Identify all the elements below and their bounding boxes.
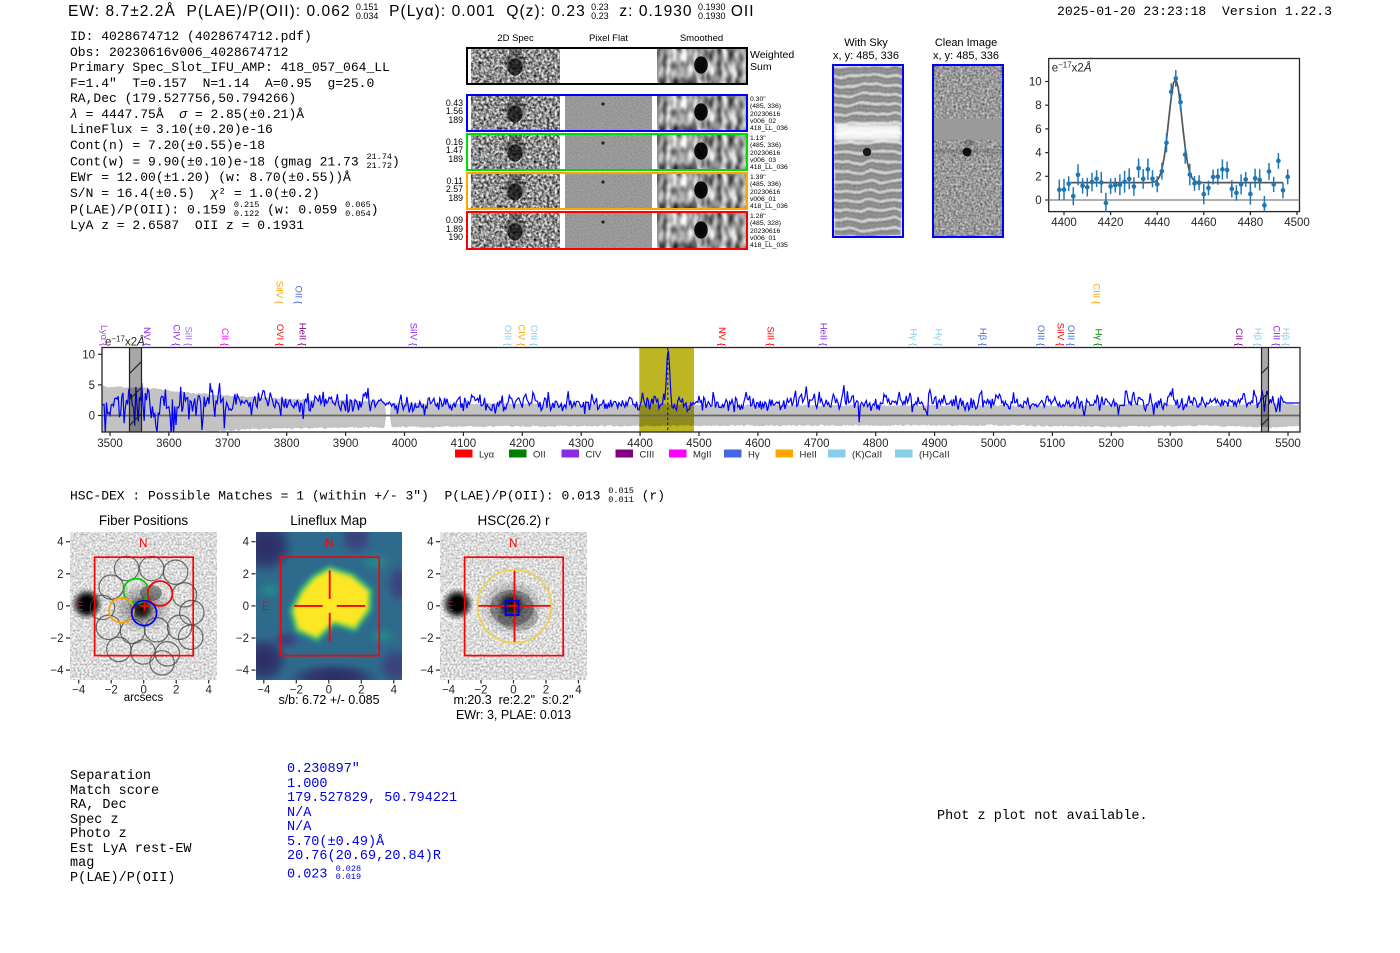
svg-text:3800: 3800 [274,438,300,450]
svg-text:5500: 5500 [1275,438,1301,450]
svg-text:10: 10 [1029,77,1042,89]
svg-text:CIV: CIV [586,450,603,461]
svg-text:2: 2 [427,569,433,581]
svg-text:5300: 5300 [1157,438,1183,450]
svg-text:e−17x2Å: e−17x2Å [1052,60,1092,75]
svg-text:E: E [76,601,84,613]
svg-text:N: N [325,538,333,550]
svg-text:4100: 4100 [451,438,477,450]
svg-text:e−17x2Å: e−17x2Å [105,334,145,349]
svg-text:4: 4 [427,537,434,549]
svg-text:4480: 4480 [1238,217,1264,229]
svg-text:4: 4 [57,537,64,549]
svg-text:Lyα: Lyα [479,450,495,461]
svg-text:10: 10 [82,350,95,362]
svg-text:4300: 4300 [568,438,594,450]
svg-text:N: N [139,538,147,550]
svg-text:4900: 4900 [922,438,948,450]
svg-text:5200: 5200 [1099,438,1125,450]
svg-text:8: 8 [1035,100,1041,112]
svg-text:6: 6 [1035,124,1041,136]
svg-text:0: 0 [89,411,95,423]
svg-text:CIII: CIII [640,450,655,461]
svg-text:5000: 5000 [981,438,1007,450]
svg-text:N: N [509,538,517,550]
svg-text:E: E [446,601,454,613]
svg-text:3600: 3600 [156,438,182,450]
svg-text:4460: 4460 [1191,217,1217,229]
svg-text:4420: 4420 [1098,217,1124,229]
svg-text:4700: 4700 [804,438,830,450]
svg-text:3500: 3500 [97,438,123,450]
svg-text:0: 0 [1035,195,1041,207]
svg-text:0: 0 [243,601,249,613]
svg-text:2: 2 [243,569,249,581]
svg-text:−2: −2 [420,633,433,645]
svg-text:4500: 4500 [1284,217,1310,229]
svg-text:4600: 4600 [745,438,771,450]
svg-text:3700: 3700 [215,438,241,450]
svg-text:−4: −4 [236,665,250,677]
svg-text:(K)CaII: (K)CaII [852,450,882,461]
svg-text:4400: 4400 [1051,217,1077,229]
svg-text:OII: OII [533,450,546,461]
svg-text:5100: 5100 [1040,438,1066,450]
svg-text:0: 0 [57,601,63,613]
svg-text:4400: 4400 [627,438,653,450]
svg-text:4000: 4000 [392,438,418,450]
svg-text:−2: −2 [236,633,249,645]
svg-text:−2: −2 [50,633,63,645]
svg-text:(H)CaII: (H)CaII [919,450,950,461]
svg-text:4200: 4200 [510,438,536,450]
svg-text:HeII: HeII [800,450,817,461]
svg-text:5: 5 [89,380,95,392]
svg-text:2: 2 [57,569,63,581]
svg-text:4: 4 [243,537,250,549]
svg-text:Hγ: Hγ [748,450,760,461]
svg-text:4500: 4500 [686,438,712,450]
svg-text:2: 2 [1035,171,1041,183]
svg-text:−4: −4 [420,665,434,677]
svg-text:5400: 5400 [1216,438,1242,450]
svg-text:4: 4 [1035,148,1042,160]
svg-text:4800: 4800 [863,438,889,450]
svg-text:4440: 4440 [1144,217,1170,229]
svg-text:0: 0 [427,601,433,613]
svg-text:3900: 3900 [333,438,359,450]
svg-text:−4: −4 [50,665,64,677]
svg-text:MgII: MgII [693,450,711,461]
svg-text:E: E [262,601,270,613]
